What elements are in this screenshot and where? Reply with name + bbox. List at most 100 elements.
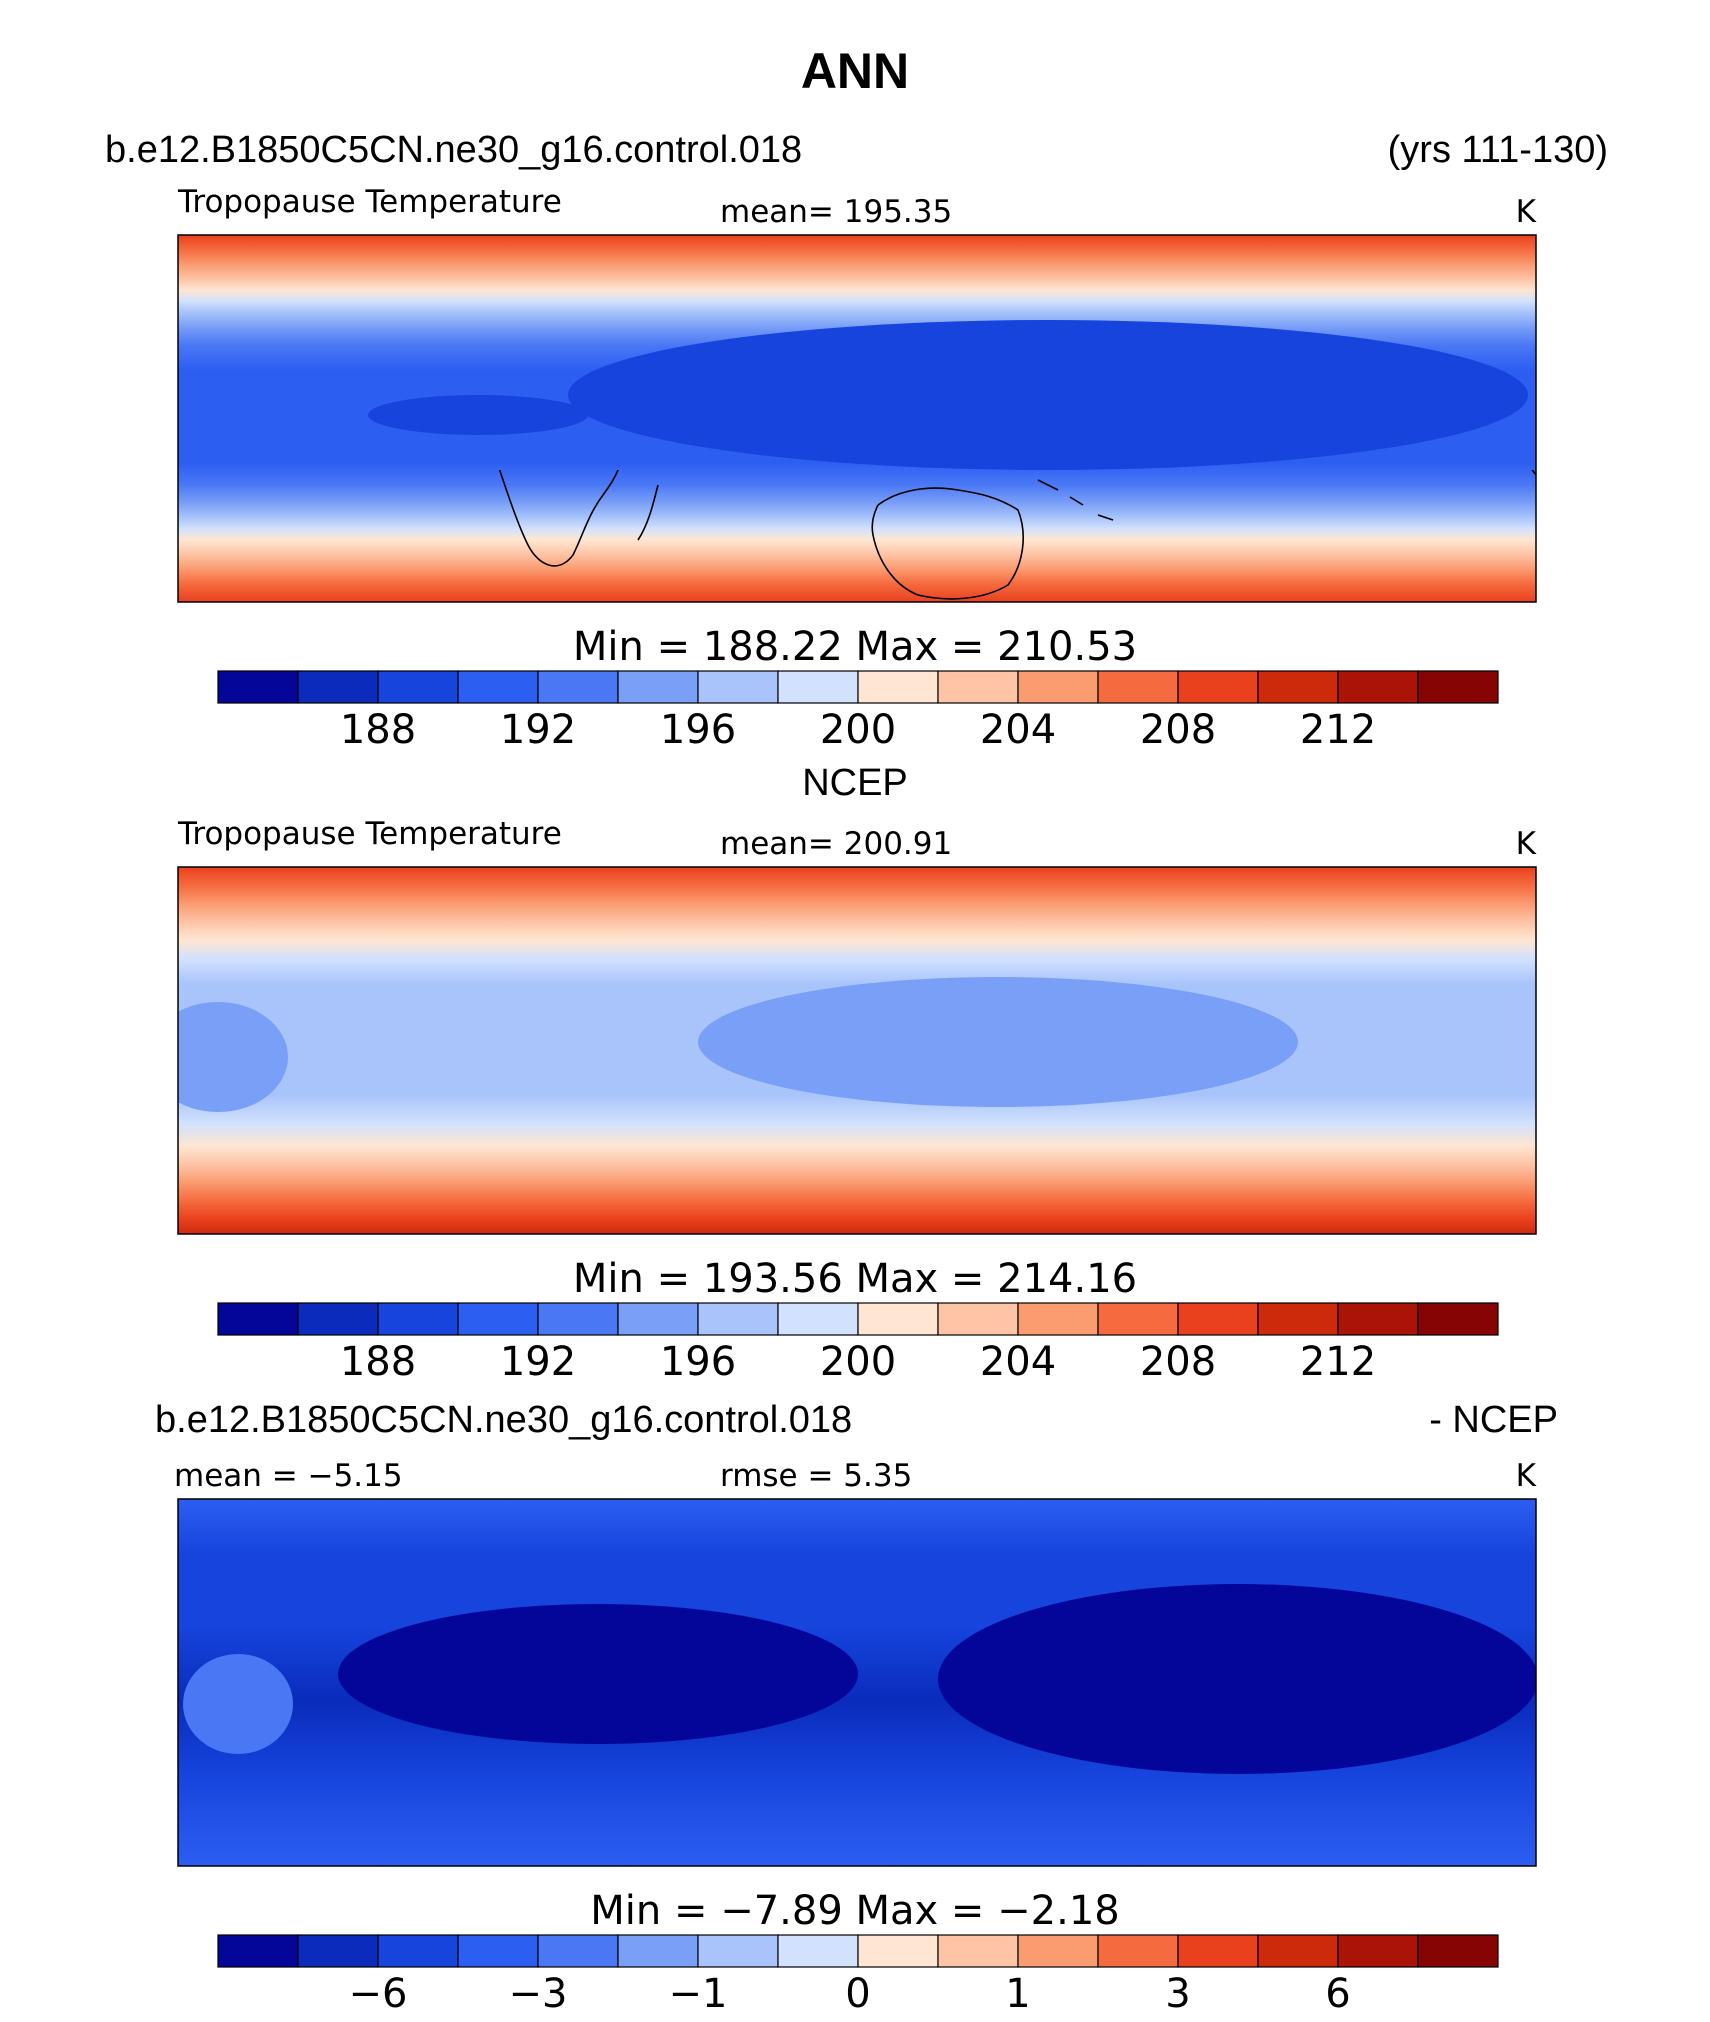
colorbar-swatch (1017, 1302, 1099, 1336)
colorbar-swatch (217, 670, 299, 704)
colorbar-tick-label: 196 (660, 707, 736, 753)
colorbar-tick-label: 188 (340, 1339, 416, 1385)
colorbar-swatch (1017, 670, 1099, 704)
colorbar-swatch (617, 1302, 699, 1336)
colorbar-swatch (217, 1934, 299, 1968)
colorbar-swatch (617, 670, 699, 704)
obs-name: NCEP (802, 762, 908, 804)
map-panel-model: Tropopause Temperature mean= 195.35 K Min =… (177, 184, 1537, 753)
rmse-label: rmse = 5.35 (720, 1458, 912, 1494)
colorbar-swatch (377, 670, 459, 704)
colorbar-swatch (1257, 1934, 1339, 1968)
colorbar-swatch (697, 670, 779, 704)
colorbar-tick-label: 212 (1300, 1339, 1376, 1385)
colorbar-swatch (1097, 670, 1179, 704)
colorbar-swatch (1017, 1934, 1099, 1968)
contour-region (568, 320, 1528, 470)
colorbar-swatch (1177, 1302, 1259, 1336)
colorbar-swatch (1337, 1302, 1419, 1336)
colorbar-swatch (537, 670, 619, 704)
diff-case-name: b.e12.B1850C5CN.ne30_g16.control.018 (155, 1399, 852, 1441)
panel-title: Tropopause Temperature (177, 816, 562, 852)
map-panel-obs: Tropopause Temperature mean= 200.91 K Min =… (177, 816, 1537, 1385)
colorbar-swatch (617, 1934, 699, 1968)
colorbar-swatch (537, 1302, 619, 1336)
map-frame (177, 234, 1537, 603)
colorbar-swatch (1417, 670, 1499, 704)
colorbar-tick-label: 208 (1140, 1339, 1216, 1385)
min-max-label: Min = −7.89 Max = −2.18 (590, 1888, 1119, 1934)
colorbar-tick-label: 204 (980, 707, 1056, 753)
years-label: (yrs 111-130) (1388, 129, 1608, 171)
colorbar-tick-label: 188 (340, 707, 416, 753)
colorbar-swatch (857, 1302, 939, 1336)
colorbar-tick-label: 204 (980, 1339, 1056, 1385)
colorbar-swatch (1417, 1302, 1499, 1336)
colorbar-swatch (777, 1934, 859, 1968)
contour-blobs (183, 1584, 1536, 1774)
colorbar-swatch (857, 1934, 939, 1968)
colorbar-swatch (297, 670, 379, 704)
colorbar-swatch (1417, 1934, 1499, 1968)
contour-region (338, 1604, 858, 1744)
colorbar-tick-label: 212 (1300, 707, 1376, 753)
colorbar-swatch (1257, 670, 1339, 704)
colorbar-tick-label: 192 (500, 1339, 576, 1385)
min-max-label: Min = 188.22 Max = 210.53 (573, 624, 1137, 670)
diff-suffix: - NCEP (1429, 1399, 1558, 1441)
colorbar-swatch (457, 1302, 539, 1336)
map-frame (177, 866, 1537, 1235)
map-frame (177, 1498, 1537, 1867)
colorbar-swatch (457, 670, 539, 704)
colorbar-swatch (937, 670, 1019, 704)
colorbar-tick-label: 0 (845, 1971, 870, 2017)
min-max-label: Min = 193.56 Max = 214.16 (573, 1256, 1137, 1302)
colorbar-tick-label: 3 (1165, 1971, 1190, 2017)
colorbar-tick-label: −1 (669, 1971, 728, 2017)
colorbar-tick-label: 6 (1325, 1971, 1350, 2017)
colorbar-swatch (297, 1934, 379, 1968)
colorbar-swatch (1097, 1302, 1179, 1336)
colorbar-swatch (697, 1302, 779, 1336)
colorbar-tick-label: 192 (500, 707, 576, 753)
panel-title: Tropopause Temperature (177, 184, 562, 220)
colorbar: 188 192 196 200 204 208 212 (217, 670, 1499, 753)
colorbar-swatch (1337, 670, 1419, 704)
colorbar-tick-label: 200 (820, 1339, 896, 1385)
colorbar-swatch (1257, 1302, 1339, 1336)
colorbar-tick-label: 208 (1140, 707, 1216, 753)
mean-label: mean = −5.15 (174, 1458, 403, 1494)
contour-region (698, 977, 1298, 1107)
units-label: K (1516, 1458, 1537, 1494)
units-label: K (1516, 194, 1537, 230)
contour-blobs (368, 320, 1528, 470)
colorbar-tick-label: 196 (660, 1339, 736, 1385)
contour-region (183, 1654, 293, 1754)
colorbar-tick-label: −6 (349, 1971, 408, 2017)
colorbar-tick-label: −3 (509, 1971, 568, 2017)
colorbar-swatch (1337, 1934, 1419, 1968)
colorbar-swatch (217, 1302, 299, 1336)
colorbar-swatch (777, 1302, 859, 1336)
colorbar: −6 −3 −1 0 1 3 6 (217, 1934, 1499, 2017)
map-panel-difference: mean = −5.15 rmse = 5.35 K Min = −7.89 Max … (174, 1458, 1537, 2017)
colorbar-swatch (777, 670, 859, 704)
colorbar-swatch (1177, 670, 1259, 704)
case-name: b.e12.B1850C5CN.ne30_g16.control.018 (105, 129, 802, 171)
colorbar-swatch (377, 1302, 459, 1336)
figure-title: ANN (801, 43, 909, 99)
colorbar-swatch (1097, 1934, 1179, 1968)
colorbar: 188 192 196 200 204 208 212 (217, 1302, 1499, 1385)
units-label: K (1516, 826, 1537, 862)
contour-region (178, 1002, 288, 1112)
mean-label: mean= 195.35 (720, 194, 952, 230)
contour-region (938, 1584, 1536, 1774)
colorbar-swatch (297, 1302, 379, 1336)
colorbar-swatch (937, 1934, 1019, 1968)
colorbar-swatch (377, 1934, 459, 1968)
colorbar-swatch (457, 1934, 539, 1968)
colorbar-swatch (857, 670, 939, 704)
contour-blobs (178, 977, 1298, 1112)
colorbar-swatch (697, 1934, 779, 1968)
